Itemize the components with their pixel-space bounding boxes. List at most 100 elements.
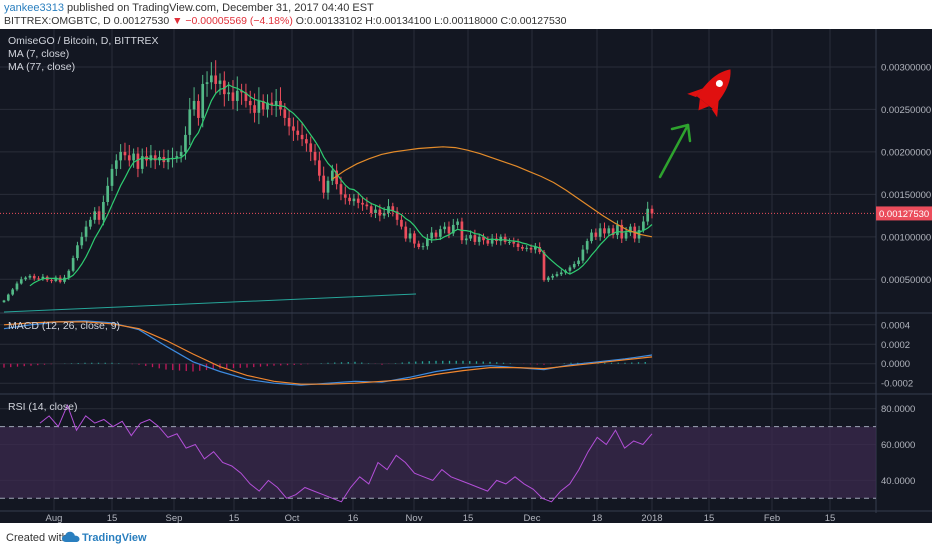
time-tick-label: 15 xyxy=(704,513,715,523)
created-with-text: Created with xyxy=(6,532,68,544)
candle-body xyxy=(594,232,598,237)
candle-body xyxy=(188,109,192,135)
candle-body xyxy=(54,277,58,281)
candle-body xyxy=(438,229,442,237)
candle-body xyxy=(296,130,300,135)
candle-body xyxy=(244,92,248,101)
candle-body xyxy=(41,276,45,280)
time-tick-label: 15 xyxy=(107,513,118,523)
chart-svg[interactable]: 0.00127530 0.00050000 0.00100000 0.0015000… xyxy=(0,29,932,524)
candle-body xyxy=(404,226,408,239)
publish-header: yankee3313 published on TradingView.com,… xyxy=(0,0,932,28)
tradingview-cloud-icon xyxy=(62,531,80,542)
legend-ma7[interactable]: MA (7, close) xyxy=(8,48,69,60)
candle-body xyxy=(525,247,529,249)
legend-ma77[interactable]: MA (77, close) xyxy=(8,61,75,73)
candle-body xyxy=(106,185,110,202)
candle-body xyxy=(266,102,269,110)
candle-body xyxy=(110,168,114,186)
candle-body xyxy=(646,208,650,222)
candle-body xyxy=(300,134,304,140)
candle-body xyxy=(400,219,403,227)
rsi-tick-label: 60.0000 xyxy=(881,440,915,451)
time-tick-label: 15 xyxy=(463,513,474,523)
candle-body xyxy=(413,233,416,244)
candle-body xyxy=(624,232,628,239)
candle-body xyxy=(430,232,434,239)
candle-body xyxy=(218,80,222,84)
candle-body xyxy=(598,228,602,237)
candle-body xyxy=(153,155,157,161)
legend-rsi[interactable]: RSI (14, close) xyxy=(8,401,77,413)
candle-body xyxy=(227,92,230,95)
candle-body xyxy=(529,247,533,250)
arrow-drawing[interactable] xyxy=(658,123,692,179)
candle-body xyxy=(261,100,265,110)
rsi-tick-label: 80.0000 xyxy=(881,404,915,415)
footer: Created with TradingView xyxy=(0,523,932,550)
candle-body xyxy=(611,228,615,236)
candle-body xyxy=(192,100,196,110)
time-tick-label: Sep xyxy=(166,513,183,523)
candle-body xyxy=(140,156,144,169)
candle-body xyxy=(361,202,364,205)
candle-body xyxy=(473,235,477,242)
symbol-line: BITTREX:OMGBTC, D 0.00127530 ▼ −0.000055… xyxy=(4,15,566,27)
rocket-icon[interactable] xyxy=(683,58,745,122)
time-tick-label: 18 xyxy=(592,513,603,523)
time-tick-label: 15 xyxy=(825,513,836,523)
legend-macd[interactable]: MACD (12, 26, close, 9) xyxy=(8,320,120,332)
candle-body xyxy=(585,241,589,250)
candle-body xyxy=(322,175,326,193)
candle-body xyxy=(335,170,338,185)
candle-body xyxy=(80,236,84,246)
tradingview-brand[interactable]: TradingView xyxy=(82,532,147,544)
candle-body xyxy=(343,194,347,198)
candle-body xyxy=(603,228,606,234)
candle-body xyxy=(19,279,23,284)
time-tick-label: 16 xyxy=(348,513,359,523)
candle-body xyxy=(408,233,412,239)
candle-body xyxy=(447,226,451,234)
candle-body xyxy=(248,100,252,106)
time-tick-label: 15 xyxy=(229,513,240,523)
macd-histogram xyxy=(3,360,646,372)
candle-body xyxy=(184,134,187,152)
candle-body xyxy=(257,100,261,113)
candle-body xyxy=(391,206,395,212)
chart-area[interactable]: 0.00127530 0.00050000 0.00100000 0.0015000… xyxy=(0,29,932,524)
candle-body xyxy=(551,275,554,278)
author-link[interactable]: yankee3313 xyxy=(4,2,64,14)
candle-body xyxy=(590,232,593,242)
macd-tick-label: -0.0002 xyxy=(881,379,913,390)
price-tick-label: 0.00200000 xyxy=(881,147,931,158)
candle-body xyxy=(326,180,330,193)
macd-signal-line xyxy=(3,321,653,385)
last-price: 0.00127530 xyxy=(113,15,170,27)
candle-body xyxy=(253,105,256,113)
candle-body xyxy=(581,249,585,261)
candle-body xyxy=(166,158,170,163)
candle-body xyxy=(464,238,468,241)
macd-tick-label: 0.0000 xyxy=(881,359,910,370)
candle-body xyxy=(222,80,226,95)
candle-body xyxy=(352,198,356,202)
candle-body xyxy=(521,247,524,249)
candle-body xyxy=(512,241,516,244)
time-tick-label: Oct xyxy=(285,513,300,523)
last-price-tag xyxy=(876,206,932,221)
price-change: ▼ −0.00005569 (−4.18%) xyxy=(172,15,293,27)
candle-body xyxy=(642,221,645,231)
price-tick-label: 0.00050000 xyxy=(881,275,931,286)
candle-body xyxy=(555,274,559,276)
candle-body xyxy=(149,155,153,161)
trend-line-drawing[interactable] xyxy=(3,293,417,313)
candle-body xyxy=(287,117,291,127)
candle-body xyxy=(84,226,88,237)
candle-body xyxy=(568,267,572,271)
rsi-band xyxy=(0,426,876,499)
candle-body xyxy=(546,277,550,281)
symbol-label: BITTREX:OMGBTC, D xyxy=(4,15,111,27)
candle-body xyxy=(214,75,218,84)
candle-body xyxy=(469,235,472,239)
